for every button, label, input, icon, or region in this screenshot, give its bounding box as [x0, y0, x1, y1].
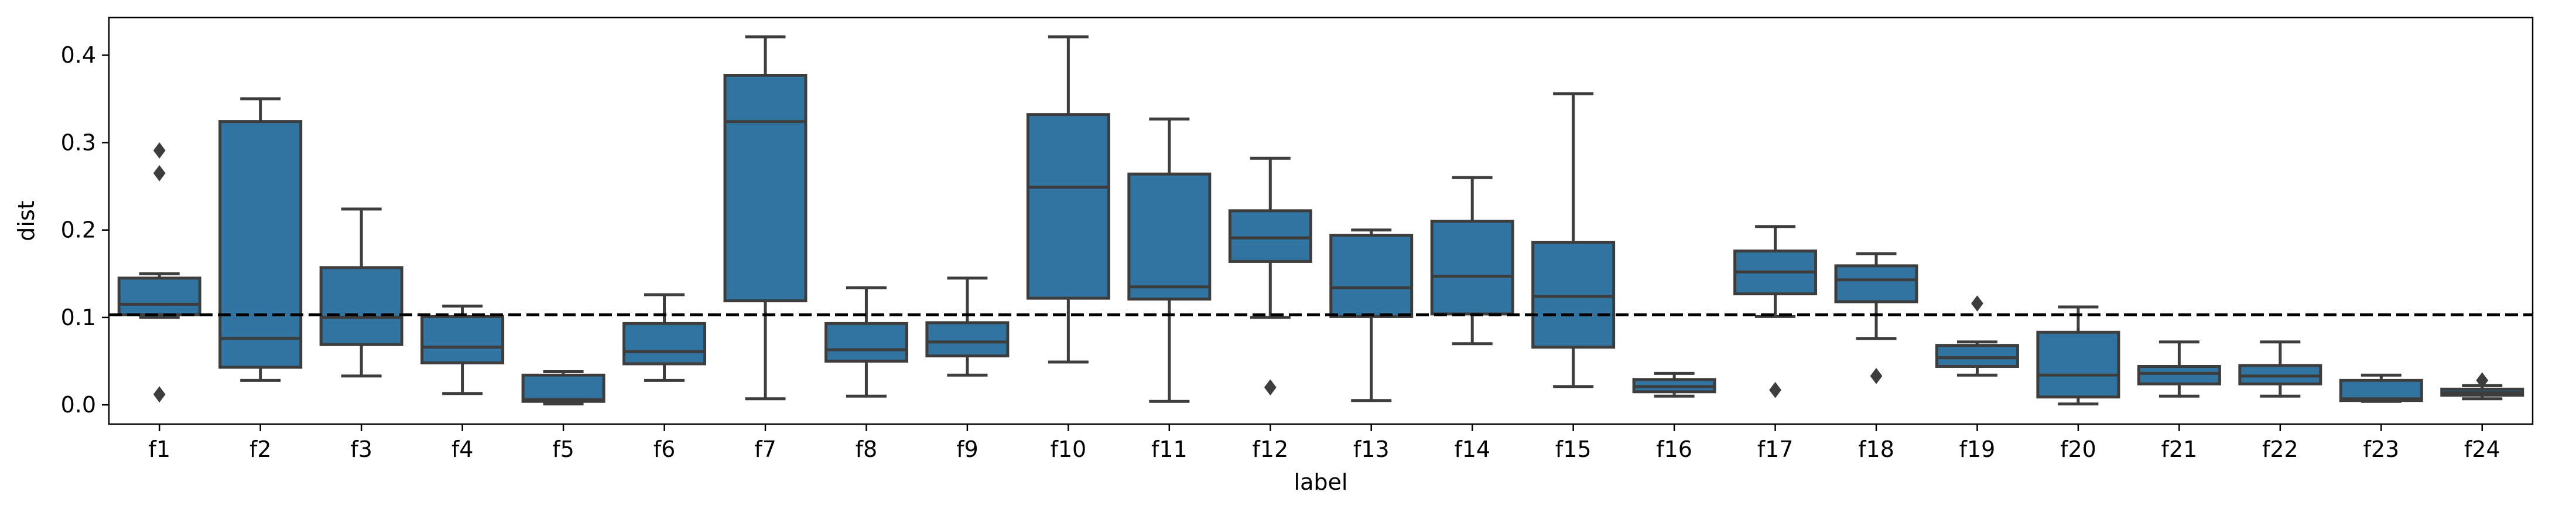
box-group-f13 — [1329, 228, 1414, 402]
x-tick-label: f22 — [2262, 436, 2298, 462]
outlier-point — [153, 142, 166, 159]
x-tick-label: f16 — [1656, 436, 1692, 462]
box-group-f16 — [1632, 371, 1716, 398]
box-iqr — [1228, 209, 1312, 263]
box-iqr — [2339, 378, 2423, 402]
box-iqr — [218, 120, 303, 369]
x-tick-label: f5 — [552, 436, 574, 462]
x-tick-label: f23 — [2363, 436, 2399, 462]
box-group-f2 — [218, 97, 303, 382]
box-group-f20 — [2036, 305, 2120, 406]
box-iqr — [1531, 241, 1616, 349]
box-iqr — [925, 321, 1010, 358]
box-group-f21 — [2137, 340, 2221, 398]
x-tick-label: f4 — [451, 436, 474, 462]
x-tick-label: f7 — [754, 436, 776, 462]
x-tick-label: f3 — [350, 436, 372, 462]
x-tick-label: f8 — [856, 436, 878, 462]
x-tick-label: f6 — [654, 436, 676, 462]
x-tick-label: f1 — [148, 436, 170, 462]
axes-frame — [108, 16, 2534, 425]
outlier-point — [1769, 381, 1781, 398]
box-group-f1 — [117, 142, 201, 403]
y-tick-label: 0.3 — [61, 129, 96, 155]
x-tick-label: f18 — [1858, 436, 1894, 462]
x-tick-label: f17 — [1757, 436, 1794, 462]
x-tick-label: f10 — [1050, 436, 1086, 462]
x-tick-label: f9 — [956, 436, 979, 462]
box-iqr — [622, 322, 707, 366]
box-group-f22 — [2238, 340, 2322, 398]
box-iqr — [2036, 330, 2120, 399]
outlier-point — [1870, 368, 1883, 384]
box-group-f17 — [1733, 225, 1818, 398]
box-iqr — [2137, 364, 2221, 385]
x-tick-label: f13 — [1353, 436, 1390, 462]
box-group-f3 — [319, 207, 403, 378]
outlier-point — [153, 165, 166, 182]
y-tick-label: 0.4 — [61, 42, 96, 68]
box-iqr — [1329, 234, 1414, 318]
box-iqr — [319, 266, 403, 346]
box-iqr — [521, 373, 605, 403]
x-tick-label: f20 — [2060, 436, 2096, 462]
box-group-f4 — [420, 305, 505, 395]
box-group-f10 — [1026, 35, 1110, 364]
outlier-point — [1264, 379, 1277, 396]
x-tick-label: f11 — [1151, 436, 1188, 462]
box-group-f6 — [622, 293, 707, 382]
box-group-f9 — [925, 276, 1010, 377]
box-iqr — [824, 322, 908, 363]
box-iqr — [723, 74, 808, 303]
x-tick-label: f24 — [2464, 436, 2500, 462]
box-iqr — [1026, 113, 1110, 300]
box-group-f19 — [1935, 295, 2019, 377]
box-group-f23 — [2339, 373, 2423, 403]
outlier-point — [1971, 295, 1983, 312]
box-iqr — [117, 276, 201, 316]
box-group-f18 — [1834, 252, 1918, 384]
x-tick-label: f15 — [1555, 436, 1592, 462]
box-group-f12 — [1228, 156, 1312, 396]
axes-layer: 0.0 0.1 0.2 0.3 0.4 f1 f2 f3 f4 f5 f6 f7 f8 f9 f10 f11 f… — [61, 16, 2534, 462]
box-group-f15 — [1531, 92, 1616, 388]
x-tick-label: f19 — [1959, 436, 1996, 462]
x-tick-label: f21 — [2161, 436, 2198, 462]
box-group-f7 — [723, 35, 808, 401]
box-group-f24 — [2440, 372, 2524, 401]
x-tick-label: f12 — [1252, 436, 1288, 462]
box-group-f11 — [1127, 117, 1212, 403]
box-group-f5 — [521, 370, 605, 406]
box-iqr — [1430, 220, 1514, 316]
y-tick-label: 0.0 — [61, 392, 96, 418]
x-axis-label: label — [1294, 469, 1348, 495]
outlier-point — [153, 386, 166, 403]
y-axis-label: dist — [13, 200, 39, 241]
x-tick-label: f2 — [249, 436, 272, 462]
x-tick-label: f14 — [1454, 436, 1490, 462]
boxes-layer — [117, 35, 2524, 406]
box-iqr — [1127, 172, 1212, 301]
box-iqr — [1935, 344, 2019, 368]
y-tick-label: 0.2 — [61, 217, 96, 243]
box-group-f8 — [824, 286, 908, 398]
y-tick-label: 0.1 — [61, 305, 96, 330]
box-iqr — [420, 315, 505, 365]
outlier-point — [2476, 372, 2489, 389]
box-iqr — [1834, 264, 1918, 303]
